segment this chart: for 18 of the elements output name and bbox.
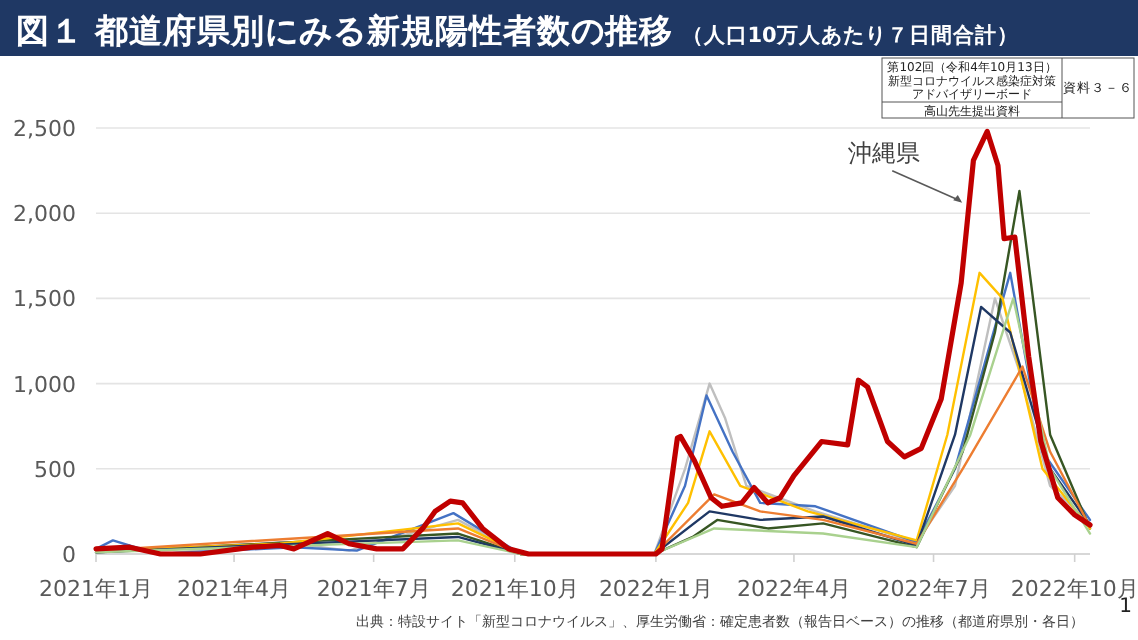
x-tick-label: 2022年1月 — [598, 576, 713, 602]
y-tick-label: 1,500 — [13, 286, 76, 313]
x-tick-label: 2022年4月 — [736, 576, 851, 602]
text: 1 — [1119, 596, 1132, 618]
y-tick-label: 1,000 — [13, 371, 76, 398]
x-tick-label: 2021年7月 — [316, 576, 431, 602]
y-tick-label: 2,000 — [13, 201, 76, 228]
y-tick-label: 500 — [34, 456, 76, 483]
x-tick-label: 2021年10月 — [450, 576, 579, 602]
chart-subtitle: （人口10万人あたり７日間合計） — [681, 22, 1019, 48]
annotation: 沖縄県 — [848, 138, 921, 167]
chart-title: 図１ 都道府県別にみる新規陽性者数の推移 — [16, 12, 674, 50]
y-tick-label: 2,500 — [13, 116, 76, 142]
x-tick-label: 2022年10月 — [1010, 576, 1138, 602]
x-tick-label: 2022年7月 — [876, 576, 991, 602]
x-tick-label: 2021年1月 — [39, 576, 153, 602]
y-tick-label: 0 — [62, 542, 76, 568]
x-tick-label: 2021年4月 — [177, 576, 292, 602]
